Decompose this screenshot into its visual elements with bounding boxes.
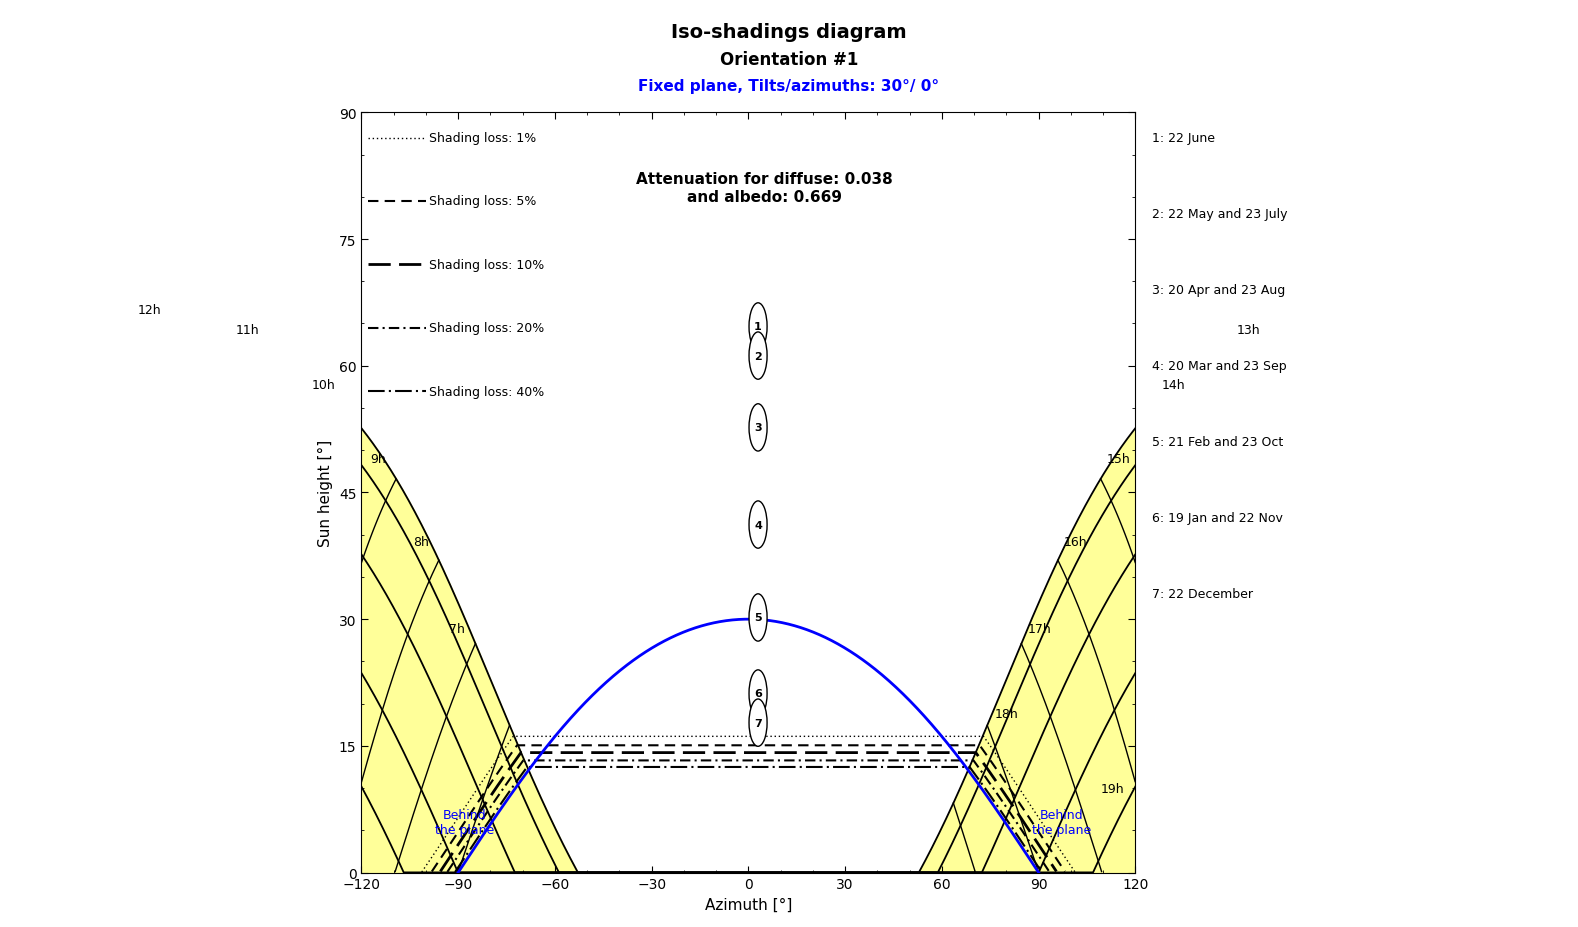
Text: 5: 21 Feb and 23 Oct: 5: 21 Feb and 23 Oct — [1152, 436, 1283, 449]
Text: 3: 3 — [754, 423, 762, 433]
Text: 2: 22 May and 23 July: 2: 22 May and 23 July — [1152, 208, 1288, 221]
Circle shape — [750, 502, 767, 549]
Text: 10h: 10h — [312, 378, 336, 391]
Circle shape — [750, 594, 767, 641]
Text: 6: 19 Jan and 22 Nov: 6: 19 Jan and 22 Nov — [1152, 512, 1283, 525]
Text: 16h: 16h — [1064, 536, 1087, 549]
Text: 1: 1 — [754, 322, 762, 332]
Text: Orientation #1: Orientation #1 — [720, 51, 858, 69]
Text: 14h: 14h — [1161, 378, 1185, 391]
Text: Shading loss: 10%: Shading loss: 10% — [429, 259, 544, 272]
Text: Behind
the plane: Behind the plane — [436, 808, 494, 836]
Circle shape — [750, 404, 767, 451]
Text: Shading loss: 20%: Shading loss: 20% — [429, 322, 544, 335]
Text: 19h: 19h — [1101, 781, 1125, 794]
Text: 9h: 9h — [371, 453, 387, 466]
Text: 18h: 18h — [994, 707, 1018, 720]
Circle shape — [750, 303, 767, 350]
Text: Behind
the plane: Behind the plane — [1032, 808, 1090, 836]
Text: 13h: 13h — [1237, 324, 1261, 337]
Text: 4: 20 Mar and 23 Sep: 4: 20 Mar and 23 Sep — [1152, 360, 1286, 373]
Text: 4: 4 — [754, 520, 762, 530]
Text: 1: 22 June: 1: 22 June — [1152, 132, 1215, 145]
Text: Fixed plane, Tilts/azimuths: 30°/ 0°: Fixed plane, Tilts/azimuths: 30°/ 0° — [639, 79, 939, 94]
Text: Attenuation for diffuse: 0.038
and albedo: 0.669: Attenuation for diffuse: 0.038 and albed… — [636, 172, 893, 205]
Text: 7: 7 — [754, 717, 762, 728]
Text: Shading loss: 1%: Shading loss: 1% — [429, 132, 537, 145]
Text: 15h: 15h — [1106, 453, 1130, 466]
Circle shape — [750, 670, 767, 717]
Text: Iso-shadings diagram: Iso-shadings diagram — [671, 23, 907, 42]
Circle shape — [750, 699, 767, 746]
Text: 6: 6 — [754, 689, 762, 699]
Text: 7h: 7h — [450, 622, 466, 635]
Text: 17h: 17h — [1027, 622, 1051, 635]
Text: 5: 5 — [754, 613, 762, 623]
Text: Shading loss: 40%: Shading loss: 40% — [429, 385, 544, 398]
Text: 8h: 8h — [413, 536, 429, 549]
X-axis label: Azimuth [°]: Azimuth [°] — [705, 897, 792, 912]
Text: 7: 22 December: 7: 22 December — [1152, 588, 1253, 601]
Circle shape — [750, 333, 767, 380]
Text: 3: 20 Apr and 23 Aug: 3: 20 Apr and 23 Aug — [1152, 284, 1284, 297]
Text: 12h: 12h — [137, 303, 161, 316]
Text: Shading loss: 5%: Shading loss: 5% — [429, 196, 537, 209]
Y-axis label: Sun height [°]: Sun height [°] — [319, 439, 333, 547]
Text: 2: 2 — [754, 351, 762, 362]
Text: 11h: 11h — [237, 324, 260, 337]
